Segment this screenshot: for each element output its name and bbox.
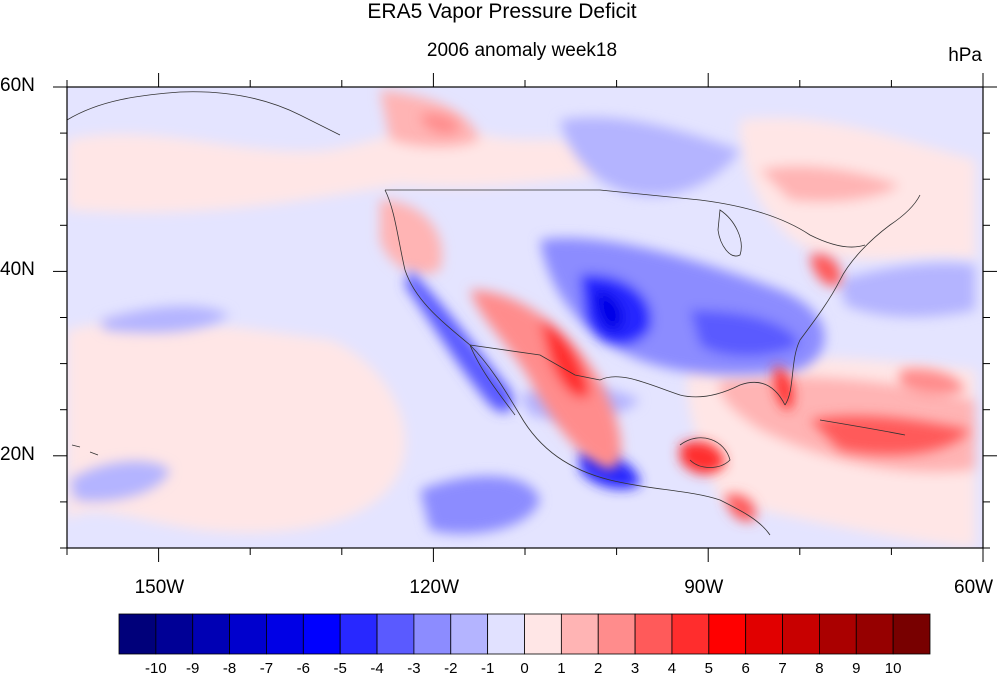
red-region-british-columbia [420,113,460,134]
red-region-sierra-madre [540,320,590,398]
pink-region-quebec [760,165,900,202]
colorbar-level-label: 0 [520,660,529,677]
hawaii-islands [71,444,99,456]
alaska-coast [67,91,341,136]
blue-region-core [595,290,624,331]
colorbar-swatch [450,613,489,655]
colorbar-swatch [819,613,857,655]
colorbar-swatch [634,613,673,655]
red-region-yucatan [680,441,725,475]
colorbar-swatch [413,613,452,655]
lat-tick-label: 20N [0,443,35,465]
colorbar-level-label: -10 [145,660,167,677]
pink-region-pacific-northwest [380,200,442,274]
colorbar-level-label: 10 [884,660,902,677]
colorbar-level-label: 1 [557,660,566,677]
colorbar-level-label: 7 [778,660,787,677]
red-region-caribbean [810,415,970,455]
gulf-coast [599,376,786,406]
blue-region-atlantic [840,263,975,317]
atlantic-coast [784,194,921,406]
lon-tick-label: 90W [684,577,724,598]
blue-region-manitoba [560,117,740,196]
blue-region-southeast [690,310,800,357]
colorbar-swatch [266,613,304,655]
colorbar-swatch [487,613,525,655]
anomaly-field [67,87,983,548]
lon-tick-label: 150W [134,577,185,598]
baja-peninsula [469,344,516,416]
colorbar-level-label: 4 [667,660,677,677]
colorbar-swatch [597,613,636,655]
colorbar-level-label: 5 [704,660,713,677]
chart-subtitle: 2006 anomaly week18 [426,40,618,61]
colorbar-swatch [524,613,562,655]
colorbar-swatch [855,613,894,655]
great-lakes [717,209,742,257]
colorbar-swatch [892,613,931,655]
red-region-mid-atlantic [810,254,841,286]
colorbar-swatch [339,613,378,655]
colorbar-level-label: -1 [480,660,495,677]
lon-tick-label: 60W [954,577,994,598]
colorbar-level-label: -8 [222,660,237,677]
colorbar-level-label: -7 [259,660,274,677]
chart-title: ERA5 Vapor Pressure Deficit [367,0,637,23]
cuba-outline [819,419,906,436]
colorbar-swatch [782,613,820,655]
colorbar-level-label: 9 [852,660,861,677]
colorbar-level-label: -2 [444,660,458,677]
colorbar-level-label: -6 [296,660,310,677]
units-label: hPa [948,45,982,66]
colorbar-level-label: -9 [186,660,200,677]
red-region-mexico [470,290,621,470]
colorbar-swatch [229,613,267,655]
lat-tick-label: 40N [0,259,35,281]
blue-region-pacific-band [100,305,230,333]
colorbar-swatch [745,613,783,655]
colorbar-swatch [671,613,710,655]
blue-region-eastern-pacific [420,476,540,534]
pink-region-north-pacific [67,127,600,213]
colorbar-swatch [155,613,194,655]
colorbar [118,613,931,655]
colorbar-swatch [192,613,230,655]
colorbar-swatch [302,613,341,655]
blue-region-california-baja [405,270,514,413]
mexico-border [469,344,601,381]
blue-region-hawaii [70,461,170,502]
lat-tick-label: 60N [0,75,35,96]
colorbar-level-label: -3 [407,660,421,677]
yucatan-coast [679,437,731,468]
colorbar-swatch [118,613,157,655]
canada-border [385,189,866,248]
axis-ticks [53,73,997,562]
colorbar-level-label: 3 [630,660,640,677]
red-region-guatemala [725,494,756,522]
colorbar-level-label: 8 [815,660,824,677]
colorbar-swatch [708,613,747,655]
colorbar-level-label: 2 [594,660,603,677]
red-region-west-atlantic [900,368,965,396]
lon-tick-label: 120W [409,577,460,598]
colorbar-level-label: -5 [333,660,347,677]
pacific-coast [384,189,771,536]
colorbar-level-label: 6 [741,660,750,677]
colorbar-swatch [560,613,599,655]
coastlines [67,91,921,536]
colorbar-swatch [376,613,415,655]
colorbar-level-label: -4 [370,660,384,677]
